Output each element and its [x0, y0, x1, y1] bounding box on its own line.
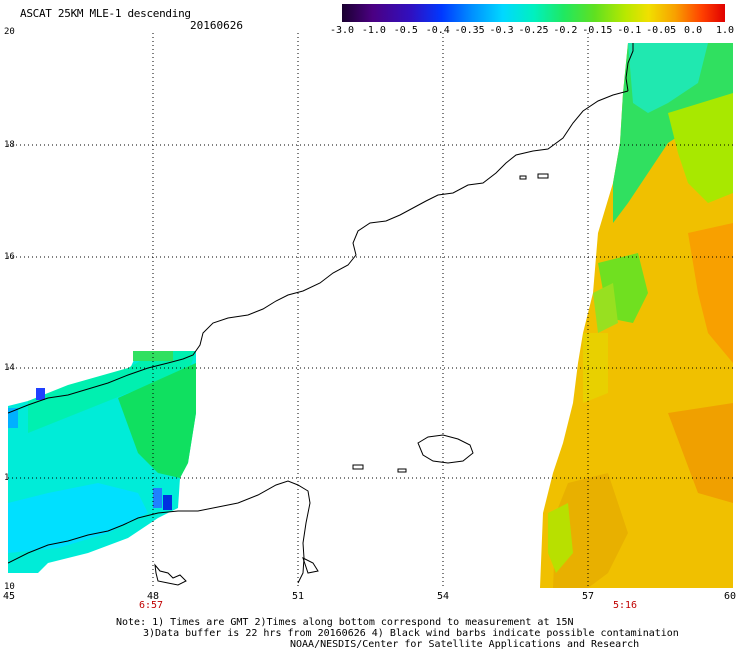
- lon-label-57: 57: [581, 591, 595, 602]
- coastline: [8, 43, 634, 586]
- time-label-2: 5:16: [612, 600, 638, 611]
- colorbar-tick-label: -1.0: [361, 25, 386, 36]
- colorbar-tick-label: -0.4: [425, 25, 450, 36]
- note-line-2: 3)Data buffer is 22 hrs from 20160626 4)…: [143, 628, 679, 639]
- colorbar-tick-label: -0.2: [553, 25, 578, 36]
- data-swath-left: [8, 351, 196, 573]
- lon-label-60: 60: [723, 591, 737, 602]
- colorbar-tick-label: -0.1: [617, 25, 642, 36]
- lat-label-10: 10: [4, 582, 15, 592]
- lon-label-45: 45: [2, 591, 16, 602]
- product-date: 20160626: [190, 19, 243, 32]
- data-swath-right: [540, 43, 733, 588]
- lat-label-14: 14: [4, 363, 15, 373]
- lon-label-51: 51: [291, 591, 305, 602]
- lat-label-16: 16: [4, 252, 15, 262]
- colorbar-tick-label: -0.25: [518, 25, 549, 36]
- lat-label-18: 18: [4, 140, 15, 150]
- colorbar-tick-label: -0.15: [582, 25, 613, 36]
- map-panel: [8, 33, 733, 588]
- lon-label-48: 48: [146, 591, 160, 602]
- colorbar-tick-label: -0.5: [393, 25, 418, 36]
- colorbar-tick-label: -3.0: [329, 25, 355, 36]
- product-title: ASCAT 25KM MLE-1 descending: [20, 7, 191, 20]
- colorbar-tick-label: 1.0: [715, 25, 735, 36]
- colorbar-tick-label: -0.05: [646, 25, 677, 36]
- colorbar-tick-label: -0.35: [454, 25, 485, 36]
- colorbar-tick-label: -0.3: [489, 25, 514, 36]
- lat-label-20: 20: [4, 27, 15, 37]
- note-line-3: NOAA/NESDIS/Center for Satellite Applica…: [290, 639, 640, 650]
- time-label-1: 6:57: [138, 600, 164, 611]
- colorbar: [342, 4, 725, 22]
- colorbar-tick-label: 0.0: [684, 25, 703, 36]
- note-line-1: Note: 1) Times are GMT 2)Times along bot…: [116, 617, 574, 628]
- lon-label-54: 54: [436, 591, 450, 602]
- graticule: [8, 33, 733, 588]
